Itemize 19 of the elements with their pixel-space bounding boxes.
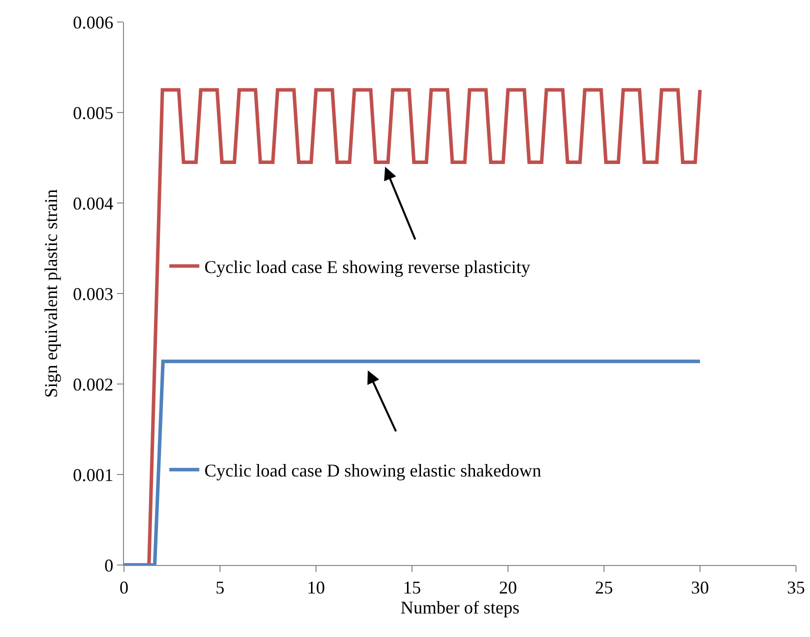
x-tick-label: 0 [120,578,128,598]
x-tick-label: 30 [691,578,709,598]
legend-label: Cyclic load case E showing reverse plasticity [204,257,530,278]
y-axis-title: Sign equivalent plastic strain [41,189,62,398]
legend-label: Cyclic load case D showing elastic shakedown [204,460,542,481]
y-tick-label: 0.002 [72,374,114,394]
x-tick-label: 35 [787,578,805,598]
y-tick-label: 0.005 [72,102,114,123]
x-tick-label: 20 [499,578,517,598]
y-tick-label: 0.003 [72,284,114,304]
y-tick-label: 0.004 [72,193,114,214]
x-tick-label: 10 [307,578,325,598]
x-tick-label: 25 [595,578,613,598]
y-tick-label: 0.001 [72,464,114,485]
y-tick-label: 0.006 [72,12,114,32]
x-axis-title: Number of steps [400,598,520,618]
x-tick-label: 5 [216,578,224,598]
x-tick-label: 15 [403,578,421,598]
y-tick-label: 0 [104,555,114,576]
